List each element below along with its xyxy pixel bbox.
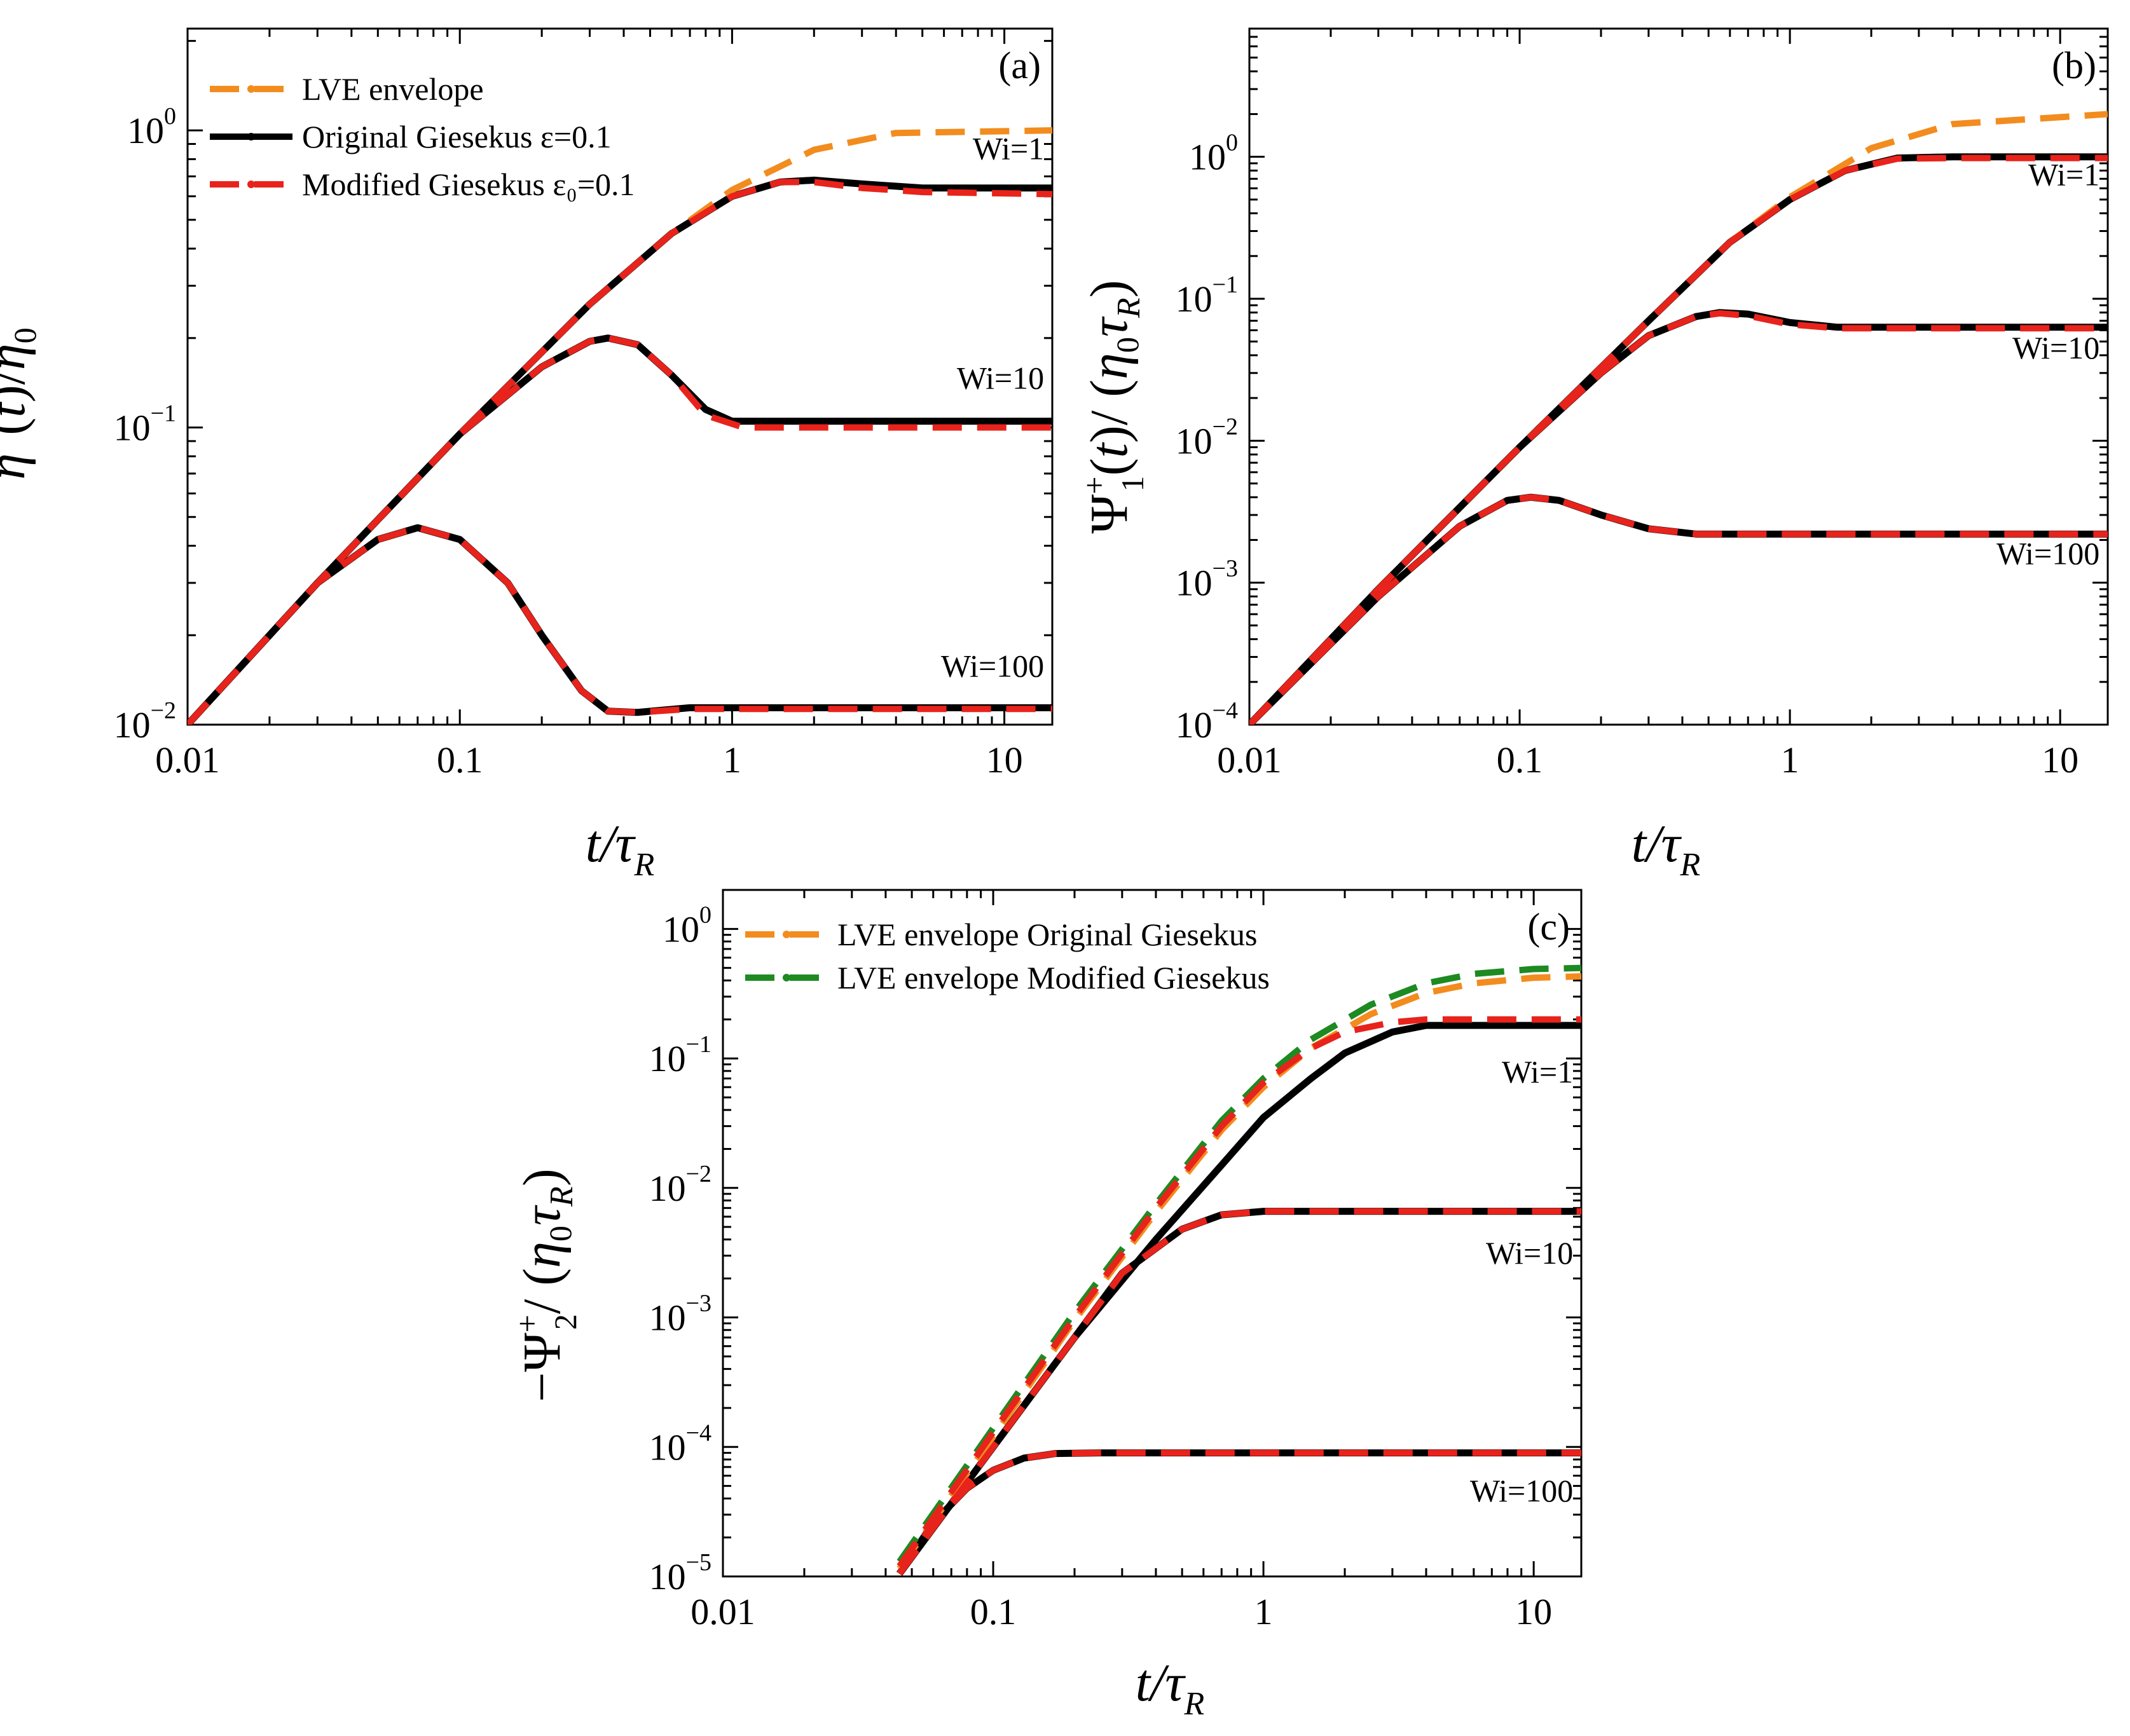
series-line: Modified Giesekus Wi=10: [897, 1208, 1581, 1576]
legend-label: Modified Giesekus ε₀=0.1: [302, 167, 635, 202]
legend-marker: [247, 85, 255, 93]
panel-a-y-tick-label: 10−1: [114, 400, 176, 449]
panel-c-y-tick-label: 100: [663, 901, 711, 950]
panel-c-plot-frame: [722, 889, 1583, 1578]
series-line: Modified Giesekus Wi=100: [188, 524, 1052, 725]
wi-annotation: Wi=1: [1502, 1054, 1573, 1090]
panel-b-x-tick-label: 0.01: [1217, 739, 1282, 781]
panel-b-y-tick-label: 100: [1189, 130, 1238, 178]
panel-c-x-tick-label: 0.01: [691, 1591, 755, 1632]
wi-annotation: Wi=10: [2012, 330, 2099, 366]
panel-a-plot-frame: [186, 27, 1054, 726]
panel-b-y-tick-label: 10−2: [1176, 413, 1238, 461]
series-line: Modified Giesekus Wi=100: [1249, 494, 2108, 725]
panel-c-y-tick-label: 10−5: [649, 1549, 711, 1597]
legend-marker: [783, 931, 790, 938]
wi-annotation: Wi=10: [957, 360, 1044, 396]
panel-b-x-tick-label: 0.1: [1497, 739, 1543, 781]
panel-b-plot-frame: [1248, 27, 2109, 726]
panel-c-y-tick-label: 10−4: [649, 1419, 711, 1468]
series-line: Modified Giesekus Wi=10: [1249, 310, 2108, 725]
panel-c-x-tick-label: 10: [1515, 1591, 1552, 1632]
panel-c-y-axis-title: −Ψ+2/ (η0τR): [509, 1168, 583, 1402]
wi-annotation: Wi=100: [941, 648, 1044, 684]
wi-annotation: Wi=100: [1470, 1473, 1573, 1508]
series-line: Modified Giesekus Wi=100: [897, 1449, 1581, 1576]
panel-a-label: (a): [998, 44, 1041, 86]
panel-b-y-tick-label: 10−1: [1176, 271, 1238, 320]
panel-c-x-axis-title: t/τR: [1136, 1653, 1205, 1722]
panel-a-x-tick-label: 0.1: [437, 739, 483, 781]
legend-label: LVE envelope Original Giesekus: [837, 917, 1258, 952]
panel-a-x-axis-title: t/τR: [586, 814, 655, 883]
panel-a-x-tick-label: 0.01: [155, 739, 220, 781]
panel-c-x-tick-label: 1: [1254, 1591, 1273, 1632]
legend-label: LVE envelope Modified Giesekus: [837, 960, 1270, 995]
panel-c-y-tick-label: 10−3: [649, 1290, 711, 1339]
panel-b-y-tick-label: 10−4: [1176, 697, 1238, 746]
panel-c-y-tick-label: 10−2: [649, 1161, 711, 1209]
panel-a-y-tick-label: 10−2: [114, 697, 176, 746]
legend-label: Original Giesekus ε=0.1: [302, 119, 612, 154]
panel-b-y-axis-title: Ψ+1(t)/ (η0τR): [1076, 280, 1150, 533]
legend-label: LVE envelope: [302, 71, 484, 107]
series-line: Modified Giesekus Wi=10: [188, 334, 1052, 725]
wi-annotation: Wi=10: [1486, 1235, 1573, 1271]
panel-a-x-tick-label: 10: [986, 739, 1023, 781]
panel-c-y-tick-label: 10−1: [649, 1031, 711, 1079]
panel-a-y-axis-title: η+(t)/η0: [0, 327, 43, 479]
legend-marker: [247, 133, 255, 140]
panel-b-label: (b): [2052, 44, 2096, 86]
panel-c-label: (c): [1527, 906, 1570, 948]
panel-a: 0.01 0.1 1 10 10−2 10−1 100 (a) Original Gieseku…: [114, 27, 1054, 781]
legend-marker: [247, 181, 255, 188]
legend-marker: [783, 974, 790, 981]
series-line: Modified Giesekus Wi=1: [897, 1016, 1581, 1568]
wi-annotation: Wi=1: [2028, 156, 2099, 192]
wi-annotation: Wi=100: [1996, 536, 2099, 571]
wi-annotation: Wi=1: [973, 130, 1044, 166]
panel-c-legend: LVE envelope Original Giesekus LVE envelo…: [745, 917, 1270, 995]
panel-c-x-tick-label: 0.1: [970, 1591, 1017, 1632]
panel-b: 0.01 0.1 1 1010−410−310−210−1100(b)Original…: [1176, 27, 2109, 781]
panel-b-x-tick-label: 1: [1781, 739, 1799, 781]
panel-a-legend: LVE envelope Original Giesekus ε=0.1 Modif…: [210, 71, 635, 202]
panel-b-x-axis-title: t/τR: [1632, 814, 1701, 883]
panel-a-x-tick-label: 1: [723, 739, 741, 781]
panel-a-y-tick-label: 100: [127, 103, 176, 151]
panel-b-y-tick-label: 10−3: [1176, 556, 1238, 604]
panel-b-x-tick-label: 10: [2042, 739, 2078, 781]
